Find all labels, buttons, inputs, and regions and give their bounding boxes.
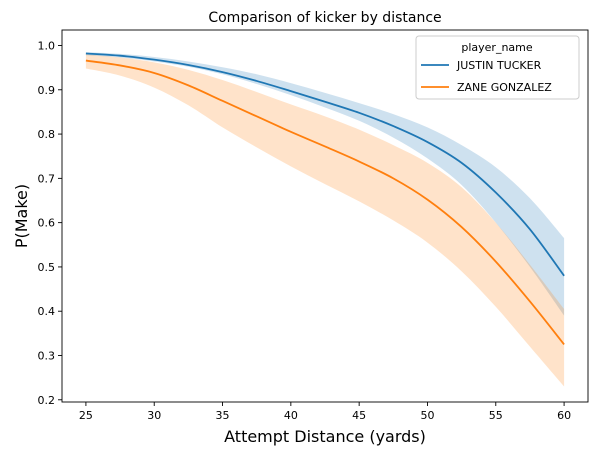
y-tick-label: 0.7 <box>38 172 56 185</box>
series-line-justin-tucker <box>85 52 565 277</box>
x-tick-label: 50 <box>420 409 434 422</box>
y-axis-ticks: 0.2 0.3 0.4 0.5 0.6 0.7 0.8 0.9 1.0 <box>38 40 62 407</box>
y-tick-label: 1.0 <box>38 40 56 53</box>
x-tick-label: 45 <box>352 409 366 422</box>
series-line-zane-gonzalez <box>85 59 565 345</box>
y-tick-label: 0.6 <box>38 217 56 230</box>
legend-frame <box>415 35 580 100</box>
legend-label-zane-gonzalez: ZANE GONZALEZ <box>457 81 552 94</box>
x-tick-label: 55 <box>489 409 503 422</box>
confidence-bands <box>85 52 565 387</box>
x-axis-label: Attempt Distance (yards) <box>224 427 426 446</box>
plot-area-frame <box>61 29 589 403</box>
chart-title: Comparison of kicker by distance <box>208 10 441 26</box>
y-tick-label: 0.9 <box>38 84 56 97</box>
y-tick-label: 0.2 <box>38 394 56 407</box>
x-tick-label: 35 <box>216 409 230 422</box>
x-tick-label: 40 <box>284 409 298 422</box>
legend-label-justin-tucker: JUSTIN TUCKER <box>456 59 542 72</box>
legend-title: player_name <box>461 41 533 54</box>
y-tick-label: 0.8 <box>38 128 56 141</box>
confidence-band-justin-tucker <box>85 52 565 316</box>
y-tick-label: 0.4 <box>38 305 56 318</box>
series-lines <box>85 52 565 345</box>
y-axis-label: P(Make) <box>12 184 31 248</box>
legend: player_name JUSTIN TUCKER ZANE GONZALEZ <box>415 35 580 100</box>
x-tick-label: 60 <box>557 409 571 422</box>
x-axis-ticks: 25 30 35 40 45 50 55 60 <box>79 402 571 422</box>
y-tick-label: 0.5 <box>38 261 56 274</box>
confidence-band-zane-gonzalez <box>85 54 565 387</box>
x-tick-label: 30 <box>147 409 161 422</box>
x-tick-label: 25 <box>79 409 93 422</box>
y-tick-label: 0.3 <box>38 350 56 363</box>
